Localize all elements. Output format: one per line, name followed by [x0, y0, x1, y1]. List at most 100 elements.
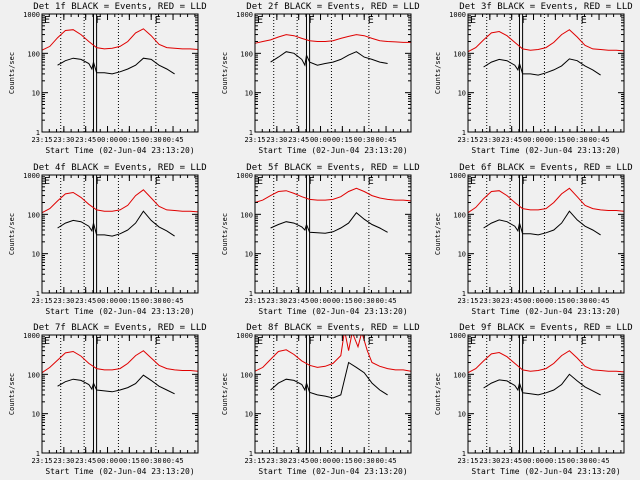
- plot-frame: [41, 334, 199, 454]
- plot-frame: [254, 334, 412, 454]
- y-tick-label: 100: [453, 211, 466, 219]
- y-tick-label: 1: [249, 290, 253, 298]
- x-tick-label: 23:30: [479, 297, 500, 305]
- events-series-line: [270, 211, 388, 234]
- panel-det-7: Det 7f BLACK = Events, RED = LLD Counts/s…: [8, 323, 207, 476]
- event-marker: E: [155, 176, 161, 187]
- y-tick-label: 10: [32, 251, 40, 259]
- y-axis-label: Counts/sec: [8, 52, 16, 94]
- x-tick-label: 00:15: [545, 136, 566, 144]
- plot-frame: [467, 174, 625, 294]
- x-tick-label: 00:15: [332, 136, 353, 144]
- x-tick-label: 00:45: [163, 457, 184, 465]
- x-tick-label: 00:45: [376, 457, 397, 465]
- y-tick-label: 10: [245, 251, 253, 259]
- x-tick-label: 00:00: [523, 457, 544, 465]
- panel-title: Det 3f BLACK = Events, RED = LLD: [459, 2, 632, 12]
- x-tick-label: 23:45: [501, 297, 522, 305]
- events-series-line: [270, 361, 388, 399]
- x-tick-label: 00:45: [376, 136, 397, 144]
- event-marker: E: [44, 15, 50, 26]
- x-tick-label: 23:45: [288, 136, 309, 144]
- x-tick-label: 00:30: [354, 297, 375, 305]
- x-tick-label: 00:30: [141, 136, 162, 144]
- x-axis-label: Start Time (02-Jun-04 23:13:20): [471, 467, 620, 476]
- x-axis-label: Start Time (02-Jun-04 23:13:20): [258, 467, 407, 476]
- x-axis-label: Start Time (02-Jun-04 23:13:20): [471, 146, 620, 155]
- event-marker: F: [308, 176, 314, 187]
- y-tick-label: 1000: [449, 11, 466, 19]
- y-tick-label: 100: [27, 211, 40, 219]
- x-tick-label: 00:00: [310, 457, 331, 465]
- event-marker: E: [368, 336, 374, 347]
- lld-series-line: [467, 350, 625, 374]
- x-tick-label: 00:15: [545, 457, 566, 465]
- lld-series-line: [41, 28, 199, 51]
- event-marker: E: [44, 336, 50, 347]
- y-axis-label: Counts/sec: [434, 213, 442, 255]
- x-tick-label: 00:00: [310, 136, 331, 144]
- x-tick-label: 23:15: [457, 136, 478, 144]
- plot-frame: [467, 13, 625, 133]
- plot-frame: [467, 334, 625, 454]
- x-tick-label: 00:15: [545, 297, 566, 305]
- panel-det-2: Det 2f BLACK = Events, RED = LLD Counts/s…: [221, 2, 420, 155]
- panel-title: Det 2f BLACK = Events, RED = LLD: [246, 2, 419, 12]
- x-tick-label: 00:30: [567, 136, 588, 144]
- y-tick-label: 100: [453, 371, 466, 379]
- x-tick-label: 23:15: [31, 297, 52, 305]
- y-tick-label: 10: [32, 90, 40, 98]
- x-axis-label: Start Time (02-Jun-04 23:13:20): [45, 307, 194, 316]
- y-tick-label: 10: [458, 90, 466, 98]
- event-marker: E: [257, 15, 263, 26]
- y-axis-label: Counts/sec: [8, 373, 16, 415]
- event-marker: E: [155, 15, 161, 26]
- event-marker: F: [95, 15, 101, 26]
- panel-title: Det 7f BLACK = Events, RED = LLD: [33, 323, 206, 333]
- event-marker: E: [470, 176, 476, 187]
- y-tick-label: 1: [462, 290, 466, 298]
- x-tick-label: 23:30: [53, 136, 74, 144]
- event-marker: F: [521, 336, 527, 347]
- y-tick-label: 1: [462, 129, 466, 137]
- event-marker: F: [95, 176, 101, 187]
- x-tick-label: 00:45: [589, 297, 610, 305]
- y-tick-label: 100: [27, 50, 40, 58]
- event-marker: E: [155, 336, 161, 347]
- y-tick-label: 1: [36, 450, 40, 458]
- x-tick-label: 00:00: [97, 136, 118, 144]
- x-tick-label: 23:30: [53, 297, 74, 305]
- y-tick-label: 1000: [23, 172, 40, 180]
- x-tick-label: 00:45: [163, 136, 184, 144]
- plot-frame: [254, 13, 412, 133]
- y-axis-label: Counts/sec: [434, 52, 442, 94]
- x-axis-label: Start Time (02-Jun-04 23:13:20): [258, 146, 407, 155]
- event-marker: E: [368, 176, 374, 187]
- y-axis-label: Counts/sec: [221, 213, 229, 255]
- panel-det-5: Det 5f BLACK = Events, RED = LLD Counts/s…: [221, 163, 420, 316]
- y-tick-label: 1000: [23, 332, 40, 340]
- event-marker: E: [257, 336, 263, 347]
- x-tick-label: 00:15: [119, 297, 140, 305]
- lld-series-line: [467, 29, 625, 53]
- x-tick-label: 23:45: [288, 297, 309, 305]
- events-series-line: [57, 57, 175, 75]
- x-tick-label: 23:30: [479, 457, 500, 465]
- event-marker: F: [308, 15, 314, 26]
- y-axis-label: Counts/sec: [8, 213, 16, 255]
- y-axis-label: Counts/sec: [434, 373, 442, 415]
- event-marker: E: [368, 15, 374, 26]
- x-tick-label: 23:45: [75, 297, 96, 305]
- x-tick-label: 23:15: [31, 136, 52, 144]
- x-tick-label: 00:00: [523, 297, 544, 305]
- x-axis-label: Start Time (02-Jun-04 23:13:20): [45, 146, 194, 155]
- x-tick-label: 23:30: [479, 136, 500, 144]
- y-tick-label: 10: [458, 251, 466, 259]
- y-tick-label: 100: [453, 50, 466, 58]
- event-marker: E: [581, 336, 587, 347]
- x-axis-label: Start Time (02-Jun-04 23:13:20): [258, 307, 407, 316]
- x-tick-label: 23:15: [457, 457, 478, 465]
- events-series-line: [57, 210, 175, 237]
- event-marker: F: [521, 176, 527, 187]
